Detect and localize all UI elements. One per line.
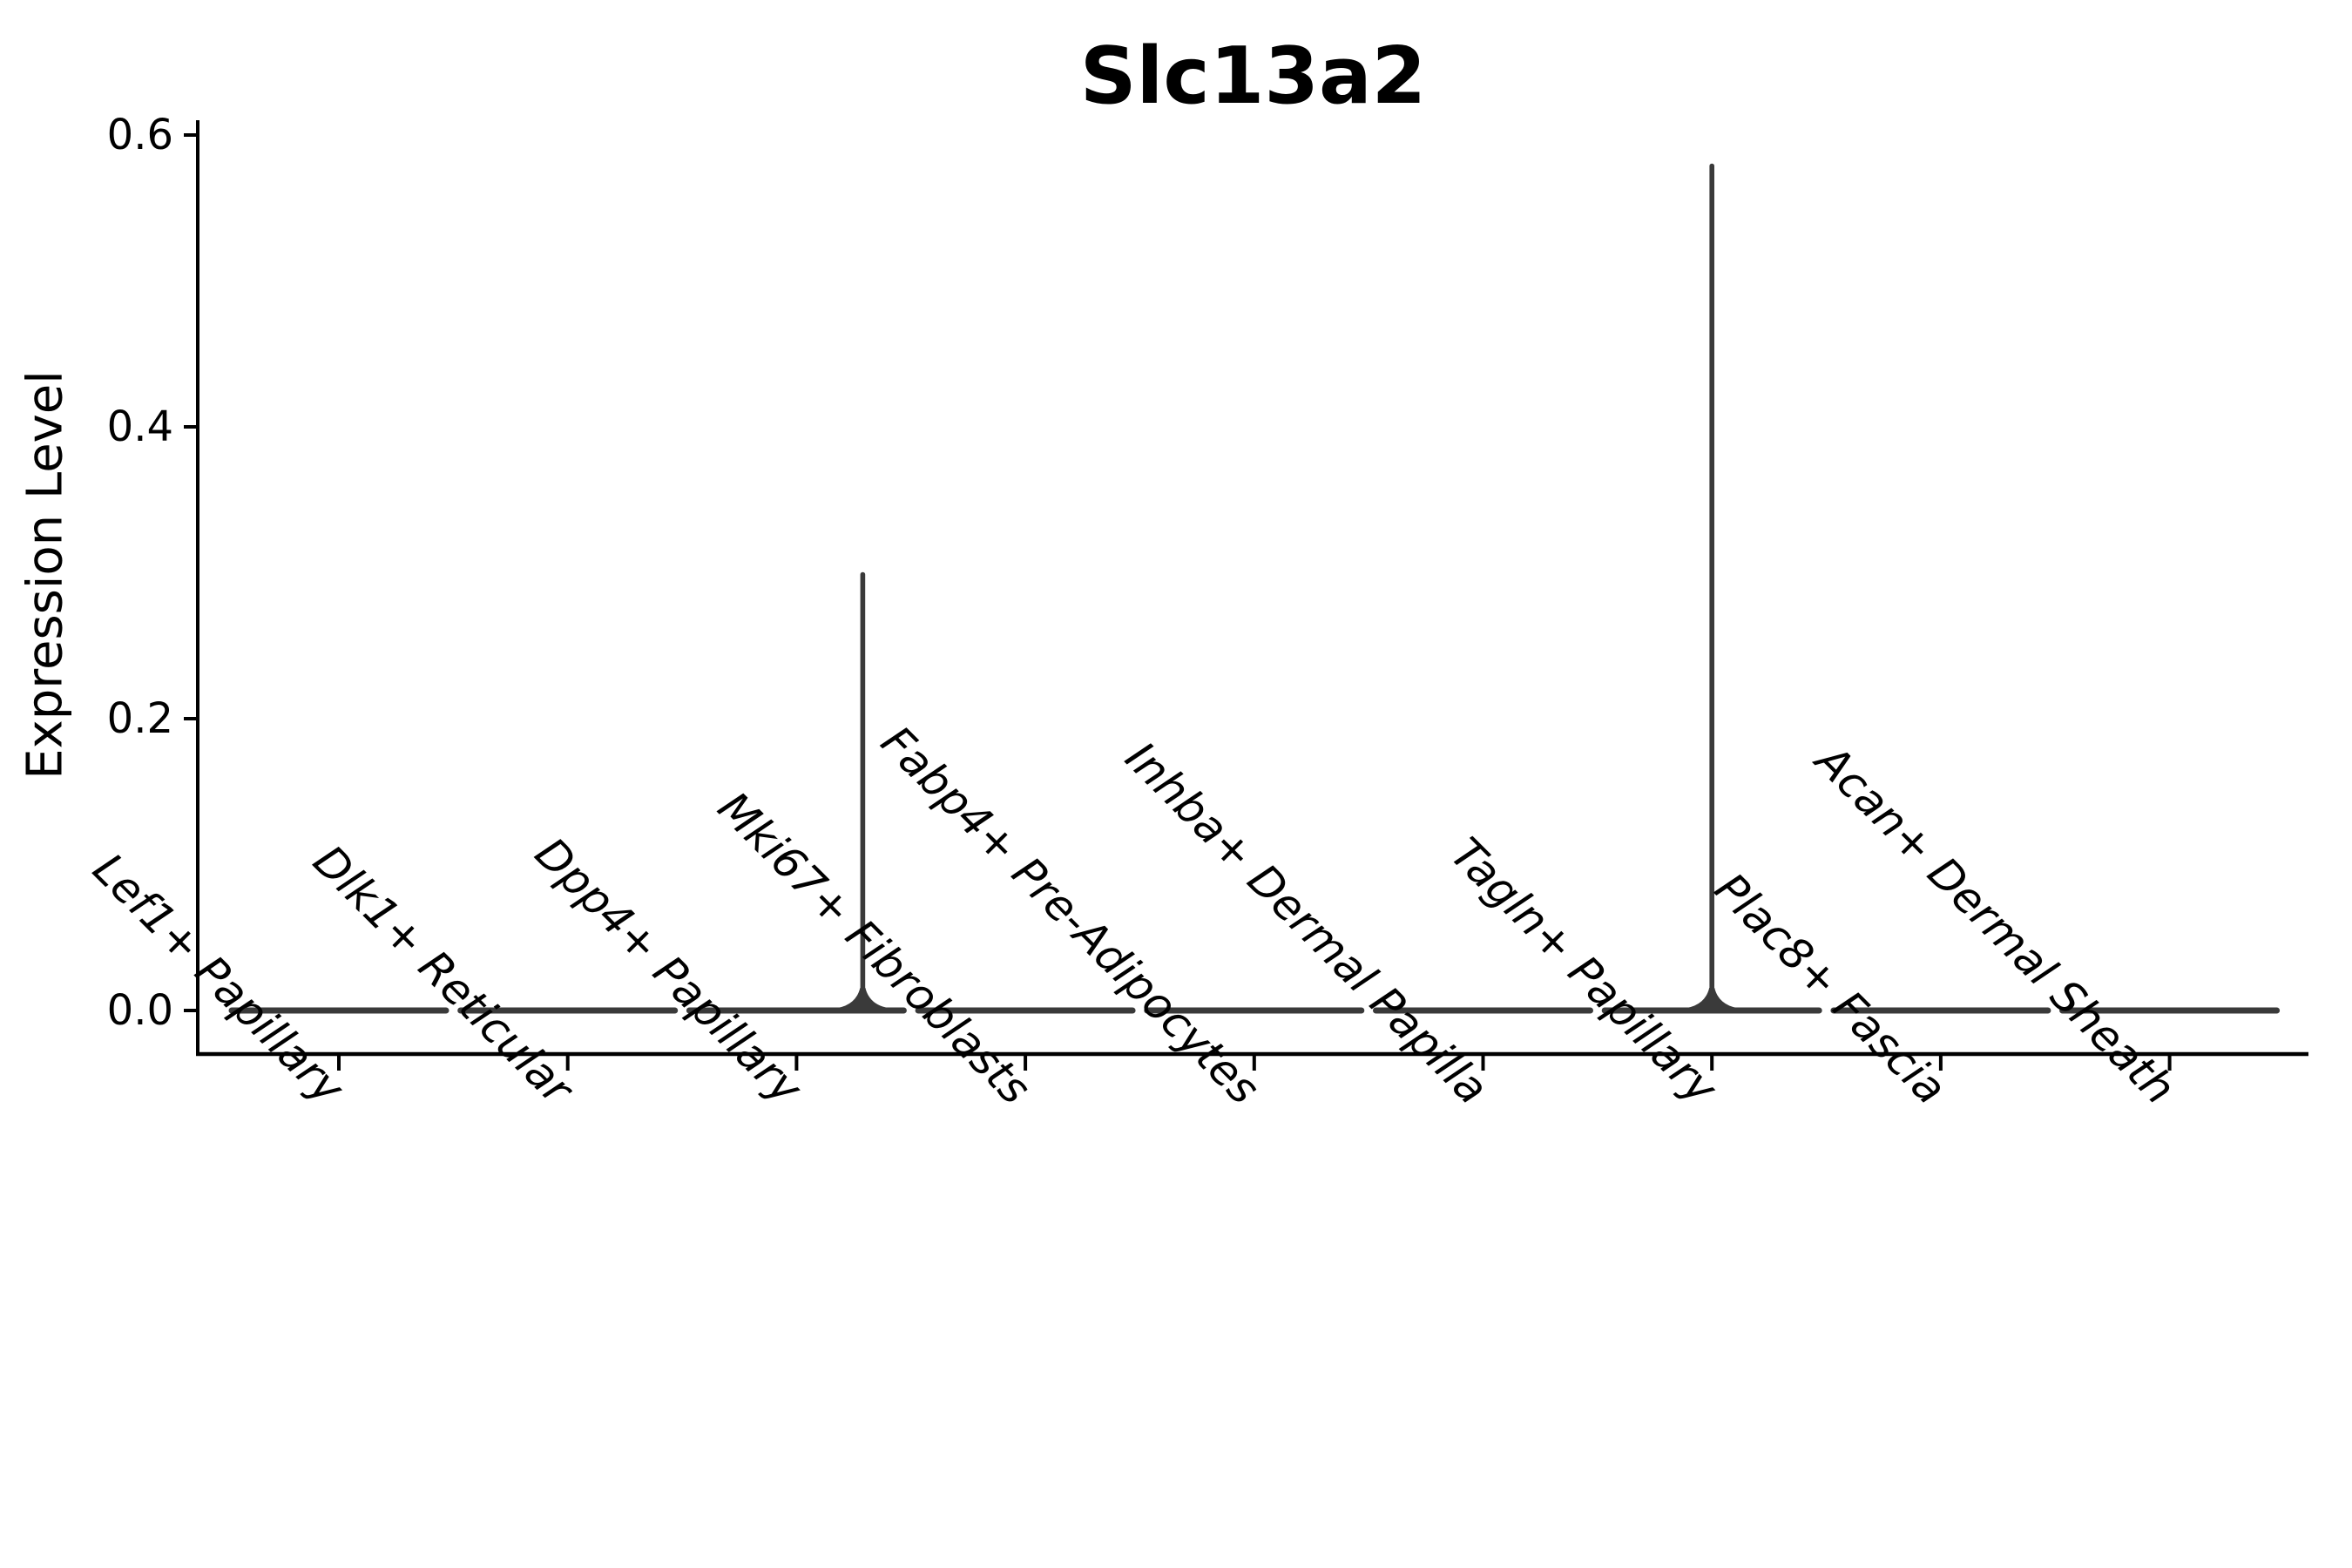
y-tick-label-0.0: 0.0 bbox=[106, 986, 173, 1035]
violin-spike-flare-7 bbox=[1675, 988, 1749, 1014]
violin-spike-flare-3 bbox=[826, 988, 900, 1014]
axes bbox=[184, 120, 2308, 1071]
y-tick-label-0.6: 0.6 bbox=[106, 111, 173, 159]
chart-title: Slc13a2 bbox=[1079, 30, 1427, 122]
y-tick-label-0.2: 0.2 bbox=[106, 694, 173, 743]
y-tick-label-0.4: 0.4 bbox=[106, 402, 173, 451]
violins bbox=[228, 163, 2281, 1014]
